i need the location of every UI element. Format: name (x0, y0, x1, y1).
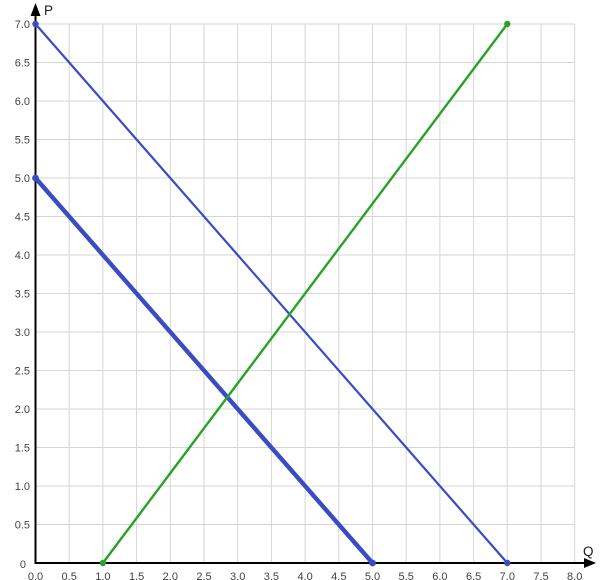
y-tick-label: 7.0 (15, 19, 30, 31)
x-axis-arrowhead-icon (584, 558, 596, 568)
x-tick-label: 2.0 (163, 571, 178, 580)
x-tick-label: 2.5 (196, 571, 211, 580)
x-tick-label: 6.5 (466, 571, 481, 580)
x-tick-label: 6.0 (432, 571, 447, 580)
y-tick-label: 2.0 (15, 404, 30, 416)
supply-curve-point[interactable] (504, 20, 511, 28)
x-tick-label: 0.0 (28, 571, 43, 580)
y-axis-label: P (44, 3, 53, 18)
x-tick-label: 7.0 (500, 571, 515, 580)
x-tick-label: 5.5 (399, 571, 414, 580)
y-tick-label: 5.0 (15, 173, 30, 185)
y-axis-arrowhead-icon (30, 3, 41, 16)
demand-curve-thin-point[interactable] (504, 559, 511, 567)
y-tick-label: 6.0 (15, 96, 30, 108)
y-tick-label: 4.0 (15, 250, 30, 262)
x-tick-label: 7.5 (533, 571, 548, 580)
x-tick-label: 5.0 (365, 571, 380, 580)
x-tick-label: 1.5 (129, 571, 144, 580)
demand-curve-thick-point[interactable] (32, 174, 39, 182)
x-tick-label: 8.0 (567, 571, 582, 580)
x-tick-label: 3.5 (264, 571, 279, 580)
x-tick-label: 4.5 (331, 571, 346, 580)
y-tick-label: 3.5 (15, 289, 30, 301)
y-tick-label: 3.0 (15, 327, 30, 339)
demand-curve-thick-line[interactable] (33, 175, 375, 566)
y-tick-label: 1.5 (15, 443, 30, 455)
x-tick-label: 4.0 (297, 571, 312, 580)
supply-curve-line[interactable] (101, 22, 509, 565)
y-tick-label: 1.0 (15, 481, 30, 493)
demand-curve-thin-line[interactable] (34, 22, 509, 565)
x-tick-label: 0.5 (62, 571, 77, 580)
y-tick-label: 4.5 (15, 212, 30, 224)
y-tick-label: 5.5 (15, 135, 30, 147)
x-axis-label: Q (583, 544, 594, 559)
demand-curve-thin-point[interactable] (32, 20, 39, 28)
supply-curve-point[interactable] (99, 559, 107, 567)
x-tick-label: 3.0 (230, 571, 245, 580)
y-tick-label: 6.5 (15, 58, 30, 70)
x-tick-label: 1.0 (95, 571, 110, 580)
y-tick-label: 0 (20, 559, 26, 571)
y-tick-label: 0.5 (15, 520, 30, 532)
demand-curve-thick-point[interactable] (369, 559, 376, 567)
y-tick-label: 2.5 (15, 366, 30, 378)
